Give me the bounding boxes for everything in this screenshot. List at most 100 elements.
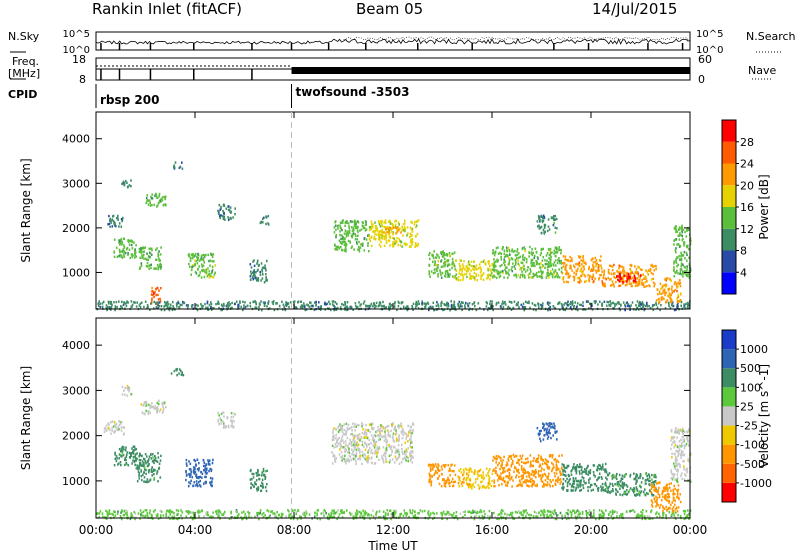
heatmap-cell xyxy=(387,434,390,437)
heatmap-cell xyxy=(406,306,409,309)
heatmap-cell xyxy=(201,304,203,308)
heatmap-cell xyxy=(260,279,262,282)
heatmap-cell xyxy=(134,455,136,458)
heatmap-cell xyxy=(523,246,526,249)
colorbar-power-tick-label-0: 28 xyxy=(740,136,754,149)
heatmap-cell xyxy=(370,423,373,426)
heatmap-cell xyxy=(383,235,386,238)
heatmap-cell xyxy=(367,244,369,247)
heatmap-cell xyxy=(499,305,502,308)
heatmap-cell xyxy=(485,305,488,308)
heatmap-cell xyxy=(139,305,142,309)
heatmap-cell xyxy=(220,308,222,311)
heatmap-cell xyxy=(440,276,443,279)
heatmap-cell xyxy=(358,449,361,452)
heatmap-cell xyxy=(554,226,557,229)
heatmap-cell xyxy=(144,453,147,456)
heatmap-cell xyxy=(288,510,290,513)
heatmap-cell xyxy=(482,272,485,275)
heatmap-cell xyxy=(662,289,665,292)
heatmap-cell xyxy=(142,473,144,477)
heatmap-cell xyxy=(411,240,414,244)
heatmap-cell xyxy=(105,304,108,307)
heatmap-cell xyxy=(445,253,448,256)
heatmap-cell xyxy=(455,277,457,280)
heatmap-cell xyxy=(466,275,468,279)
heatmap-cell xyxy=(581,510,584,514)
heatmap-cell xyxy=(232,425,234,429)
heatmap-cell xyxy=(533,256,536,260)
heatmap-cell xyxy=(452,484,455,487)
heatmap-cell xyxy=(616,274,619,278)
heatmap-cell xyxy=(467,304,469,308)
heatmap-cell xyxy=(144,460,147,463)
heatmap-cell xyxy=(262,470,265,473)
heatmap-cell xyxy=(636,271,639,274)
heatmap-cell xyxy=(547,271,550,275)
heatmap-cell xyxy=(540,225,543,229)
heatmap-cell xyxy=(288,515,290,518)
heatmap-cell xyxy=(117,426,120,429)
heatmap-cell xyxy=(113,431,115,434)
heatmap-cell xyxy=(551,251,553,254)
heatmap-cell xyxy=(160,514,162,517)
heatmap-cell xyxy=(211,270,213,273)
heatmap-cell xyxy=(185,304,188,307)
heatmap-cell xyxy=(157,402,160,406)
heatmap-cell xyxy=(610,264,612,268)
heatmap-cell xyxy=(194,259,196,262)
heatmap-cell xyxy=(688,256,690,259)
heatmap-cell xyxy=(493,511,495,515)
heatmap-cell xyxy=(337,426,339,429)
heatmap-cell xyxy=(401,432,403,435)
heatmap-cell xyxy=(463,470,465,473)
heatmap-cell xyxy=(155,406,158,409)
heatmap-cell xyxy=(615,303,618,306)
heatmap-cell xyxy=(449,474,451,477)
heatmap-cell xyxy=(409,509,411,512)
heatmap-cell xyxy=(264,267,267,270)
heatmap-cell xyxy=(401,457,404,461)
heatmap-cell xyxy=(642,509,644,512)
heatmap-cell xyxy=(284,308,287,312)
heatmap-cell xyxy=(630,263,633,267)
heatmap-cell xyxy=(627,274,630,277)
heatmap-cell xyxy=(370,449,373,452)
heatmap-cell xyxy=(673,266,675,269)
heatmap-cell xyxy=(332,512,334,515)
heatmap-cell xyxy=(486,485,488,489)
heatmap-cell xyxy=(550,510,552,513)
heatmap-cell xyxy=(434,271,436,274)
heatmap-cell xyxy=(156,406,159,409)
heatmap-cell xyxy=(442,265,444,268)
heatmap-cell xyxy=(255,277,258,281)
heatmap-cell xyxy=(622,281,624,284)
heatmap-cell xyxy=(163,402,165,406)
heatmap-cell xyxy=(574,515,577,518)
heatmap-cell xyxy=(331,509,334,512)
heatmap-cell xyxy=(402,430,404,434)
heatmap-cell xyxy=(282,513,284,516)
heatmap-cell xyxy=(249,301,251,305)
heatmap-cell xyxy=(357,443,360,446)
heatmap-cell xyxy=(96,512,98,515)
heatmap-cell xyxy=(588,267,590,271)
heatmap-cell xyxy=(156,286,159,290)
heatmap-cell xyxy=(400,461,403,464)
heatmap-cell xyxy=(358,436,360,440)
heatmap-cell xyxy=(612,307,615,310)
heatmap-cell xyxy=(381,237,384,240)
heatmap-cell xyxy=(405,432,408,436)
heatmap-cell xyxy=(603,512,605,515)
heatmap-cell xyxy=(594,301,596,305)
heatmap-cell xyxy=(444,482,447,486)
heatmap-cell xyxy=(196,256,198,259)
heatmap-cell xyxy=(494,250,497,254)
heatmap-cell xyxy=(530,270,532,273)
heatmap-cell xyxy=(376,233,378,236)
heatmap-cell xyxy=(395,437,398,440)
heatmap-cell xyxy=(363,453,366,456)
heatmap-cell xyxy=(508,258,511,261)
heatmap-cell xyxy=(199,475,201,479)
heatmap-cell xyxy=(199,271,201,274)
